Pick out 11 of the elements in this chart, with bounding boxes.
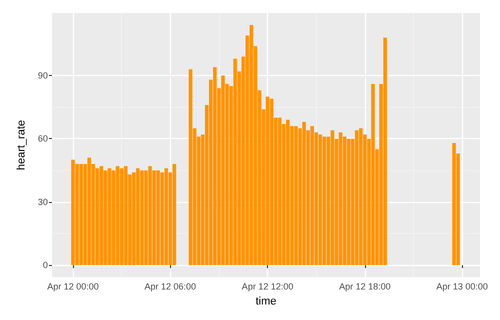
y-tick-label: 60: [38, 134, 48, 144]
y-axis-title: heart_rate: [16, 120, 28, 170]
x-axis-title: time: [256, 296, 276, 308]
x-tick-label: Apr 13 00:00: [436, 282, 488, 292]
y-tick-label: 30: [38, 196, 48, 207]
x-tick-label: Apr 12 12:00: [242, 282, 294, 292]
x-tick-label: Apr 12 18:00: [339, 282, 391, 292]
x-tick-label: Apr 12 06:00: [144, 282, 196, 292]
y-tick-label: 0: [42, 260, 48, 270]
y-tick-label: 90: [38, 70, 48, 81]
x-tick-label: Apr 12 00:00: [47, 282, 99, 292]
